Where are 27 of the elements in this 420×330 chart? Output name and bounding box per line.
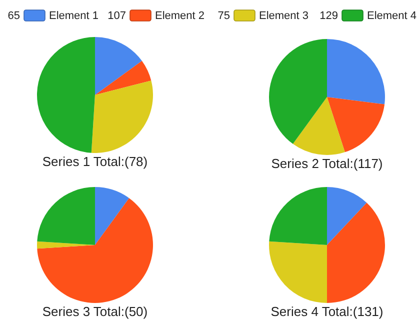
pie-slice (95, 60, 152, 95)
pie-slice (37, 37, 95, 153)
text: Series 4 Total:(131) (270, 304, 384, 319)
pie-slice (327, 187, 367, 245)
text: Series 3 Total:(50) (42, 304, 148, 319)
pie-slice (327, 97, 385, 152)
text: 75 (218, 10, 230, 22)
text: Series 2 Total:(117) (271, 156, 383, 171)
legend-label: Element 4 (367, 10, 417, 22)
pie-slice (327, 39, 385, 104)
pie-slice (95, 37, 142, 95)
pie-slice (91, 80, 153, 153)
pie-slice (37, 198, 153, 303)
pie-slice (37, 187, 95, 245)
text: 129 (320, 10, 338, 22)
pie-slice (327, 202, 385, 303)
legend-label: Element 1 (49, 10, 99, 22)
pie-slice (269, 39, 327, 144)
pie-slice (95, 187, 130, 245)
pie-slice (269, 241, 327, 303)
text: 65 (8, 10, 20, 22)
text: Series 1 Total:(78) (42, 154, 148, 169)
legend-label: Element 2 (155, 10, 205, 22)
text: 107 (108, 10, 126, 22)
pie-slice (292, 97, 345, 155)
legend-label: Element 3 (259, 10, 309, 22)
pie-slice (269, 187, 327, 245)
